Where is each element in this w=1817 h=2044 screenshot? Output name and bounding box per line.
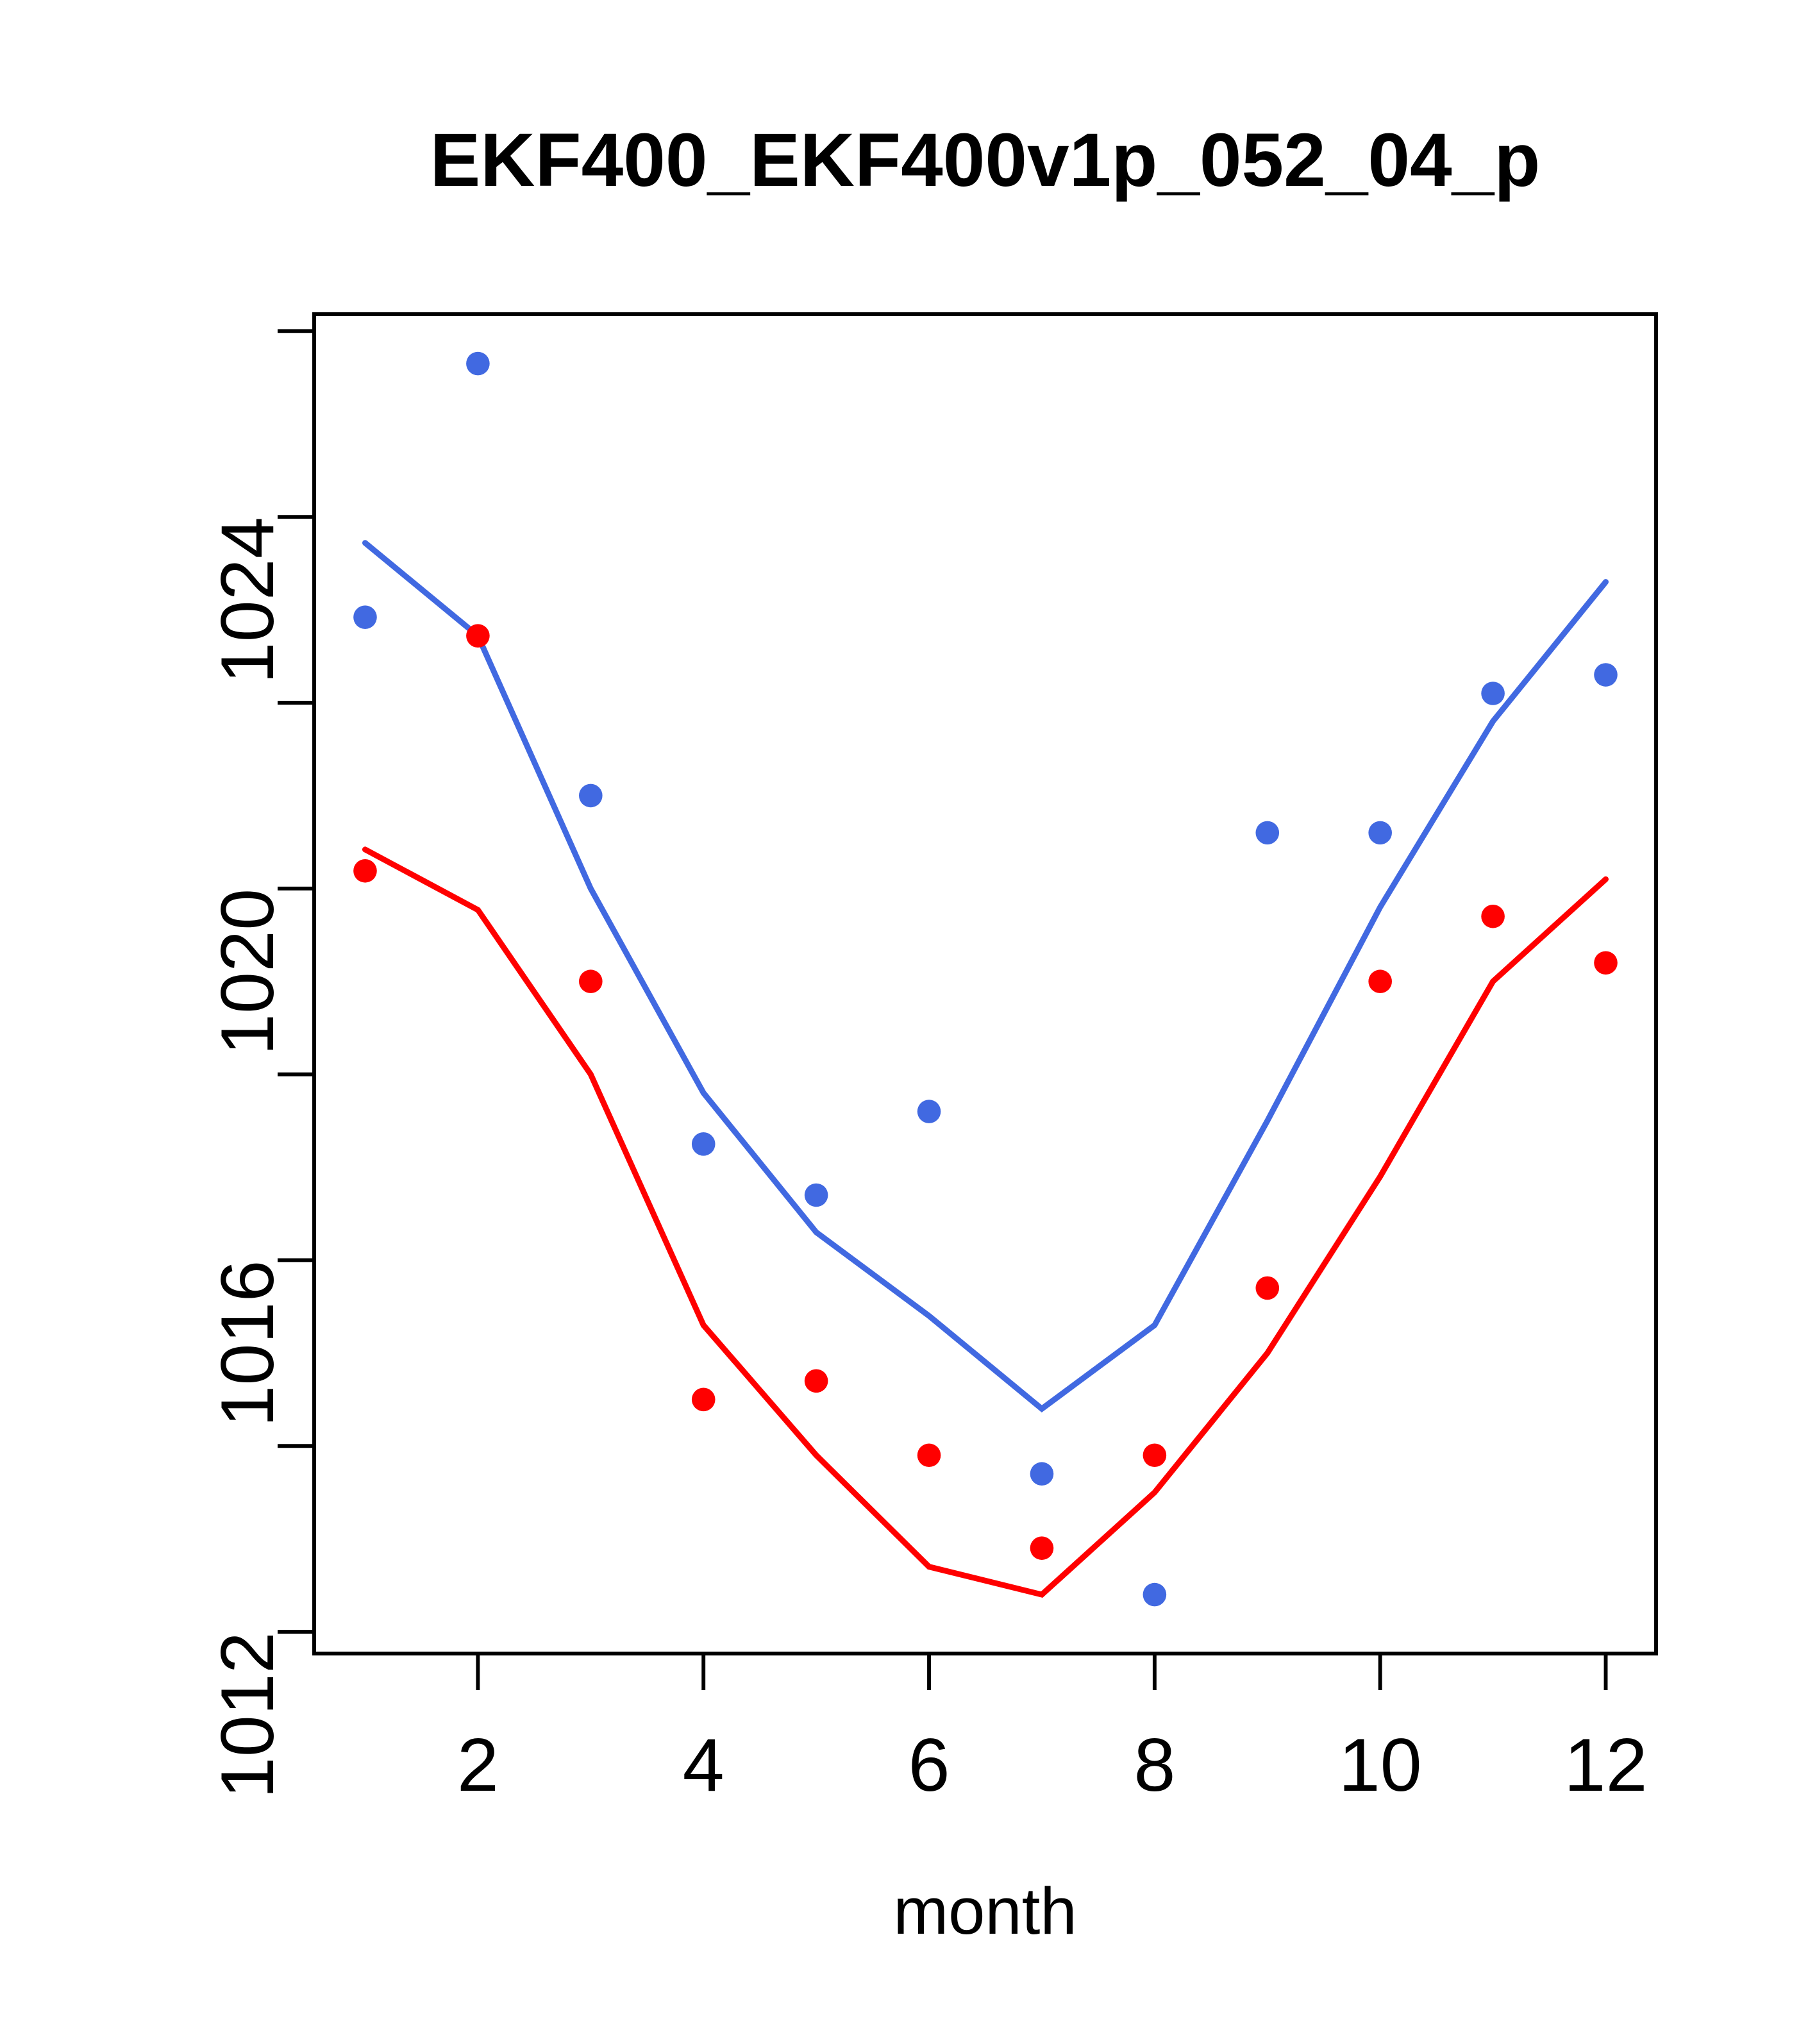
svg-text:6: 6 xyxy=(908,1723,950,1807)
svg-text:8: 8 xyxy=(1134,1723,1175,1807)
svg-text:2: 2 xyxy=(457,1723,499,1807)
svg-text:10: 10 xyxy=(1339,1723,1422,1807)
svg-text:4: 4 xyxy=(683,1723,724,1807)
svg-text:1020: 1020 xyxy=(205,889,289,1055)
svg-text:12: 12 xyxy=(1564,1723,1647,1807)
svg-text:1016: 1016 xyxy=(205,1260,289,1427)
svg-text:1012: 1012 xyxy=(205,1632,289,1798)
svg-text:1024: 1024 xyxy=(205,517,289,683)
svg-text:EKF400_EKF400v1p_052_04_p: EKF400_EKF400v1p_052_04_p xyxy=(430,118,1541,203)
svg-text:month: month xyxy=(893,1874,1076,1948)
